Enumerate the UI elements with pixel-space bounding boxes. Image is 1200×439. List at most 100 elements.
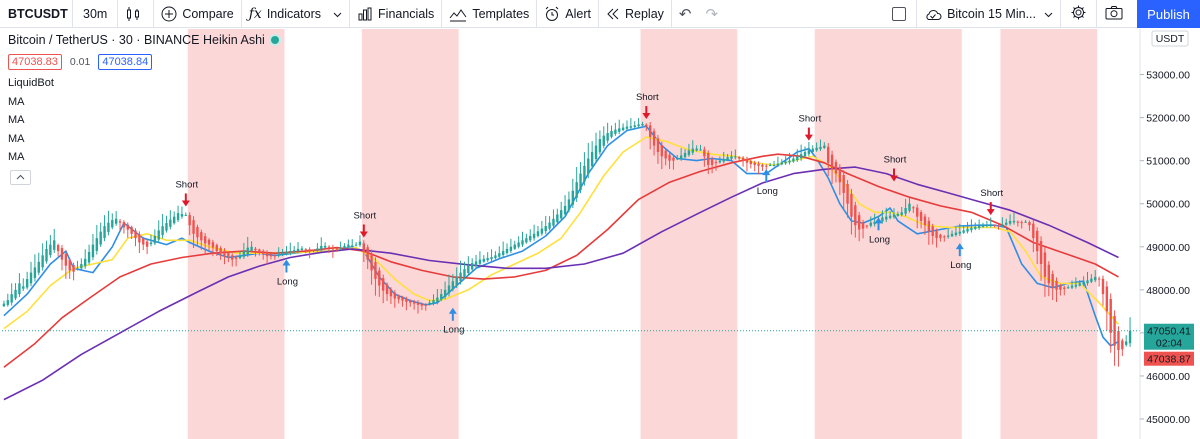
signal-long[interactable]: Long: [277, 259, 298, 288]
toolbar-divider: [916, 0, 918, 28]
symbol-search[interactable]: BTCUSDT: [8, 6, 68, 21]
candle-body: [91, 244, 95, 258]
candle-body: [672, 157, 675, 161]
short-label: Short: [353, 210, 376, 221]
signal-long[interactable]: Long: [443, 307, 464, 336]
candle-body: [993, 225, 996, 227]
candle-body: [664, 150, 667, 159]
candle-body: [409, 300, 412, 303]
square-icon: [892, 7, 907, 21]
alert-button[interactable]: Alert: [537, 0, 598, 28]
indicators-button[interactable]: ƒx Indicators: [242, 0, 349, 28]
indicator-ma-3[interactable]: MA: [8, 132, 25, 145]
candle-body: [962, 230, 965, 233]
candle-body: [432, 300, 435, 304]
candle-body: [885, 216, 888, 220]
candle-body: [641, 124, 644, 126]
candle-body: [242, 251, 246, 257]
price-chart[interactable]: Short Long Short Long Short Long Short Long Shor…: [0, 29, 1200, 439]
gear-icon: [1070, 4, 1087, 24]
candle-body: [486, 257, 489, 261]
candle-body: [49, 244, 52, 256]
currency-box: [1151, 30, 1189, 47]
indicator-liquidbot[interactable]: LiquidBot: [8, 77, 54, 89]
candle-body: [153, 236, 157, 244]
candle-body: [196, 227, 199, 238]
candle-body: [1121, 340, 1124, 350]
candle-body: [633, 125, 636, 127]
candle-body: [888, 215, 892, 219]
series-title[interactable]: Bitcoin / TetherUS · 30 · BINANCE Heikin…: [8, 33, 279, 47]
candle-body: [734, 156, 737, 158]
snapshot-button[interactable]: [1097, 0, 1131, 28]
settings-button[interactable]: [1061, 0, 1096, 28]
signal-short[interactable]: Short: [175, 179, 199, 207]
signal-long[interactable]: Long: [757, 169, 778, 197]
short-label: Short: [175, 179, 198, 190]
candlestick-icon: [125, 6, 141, 22]
signal-short[interactable]: Short: [353, 210, 377, 238]
candle-body: [501, 251, 505, 255]
templates-button[interactable]: Templates: [442, 0, 536, 28]
candle-body: [474, 261, 478, 267]
candle-body: [443, 289, 447, 297]
candle-body: [939, 234, 942, 239]
chart-type-button[interactable]: [118, 0, 153, 28]
candle-body: [683, 152, 687, 158]
candle-body: [896, 214, 900, 216]
candle-body: [854, 205, 857, 226]
chevron-down-icon[interactable]: [333, 7, 342, 21]
candle-body: [1124, 341, 1128, 345]
collapse-legend-button[interactable]: [10, 170, 31, 185]
signal-long[interactable]: Long: [950, 243, 971, 271]
signal-short[interactable]: Short: [799, 114, 822, 141]
candle-body: [904, 208, 907, 214]
candle-body: [761, 164, 764, 167]
sell-price-button[interactable]: 47038.83: [8, 54, 62, 70]
candle-body: [215, 244, 218, 252]
candle-body: [292, 250, 296, 252]
fullscreen-select-button[interactable]: [882, 0, 916, 28]
toolbar-divider: [117, 0, 119, 28]
shaded-session-1: [361, 29, 459, 439]
series-title-text: Bitcoin / TetherUS · 30 · BINANCE Heikin…: [8, 33, 265, 47]
redo-icon[interactable]: ↷: [705, 5, 719, 23]
publish-button[interactable]: Publish: [1137, 0, 1200, 28]
candle-body: [927, 220, 931, 232]
candle-body: [788, 160, 791, 163]
financials-label: Financials: [378, 6, 435, 21]
candle-body: [440, 294, 443, 300]
compare-button[interactable]: Compare: [154, 0, 240, 28]
signal-short[interactable]: Short: [884, 154, 907, 182]
indicator-ma-4[interactable]: MA: [8, 151, 25, 163]
shaded-session-0: [187, 29, 285, 439]
plus-circle-icon: [161, 6, 177, 22]
buy-price-button[interactable]: 47038.84: [98, 54, 153, 70]
layout-selector[interactable]: Bitcoin 15 Min...: [917, 0, 1060, 28]
candle-body: [954, 232, 958, 236]
templates-label: Templates: [472, 6, 530, 21]
price-axis[interactable]: USDT45000.0046000.0047000.0048000.004900…: [1139, 29, 1200, 439]
interval-selector[interactable]: 30m: [83, 6, 108, 21]
chevron-down-icon[interactable]: [1044, 7, 1053, 21]
candle-body: [312, 250, 315, 252]
candle-body: [629, 126, 633, 128]
candle-body: [45, 248, 48, 262]
candle-body: [645, 124, 648, 127]
last-price-text: 47050.41: [1147, 326, 1191, 338]
replay-button[interactable]: Replay: [599, 0, 671, 28]
candle-body: [107, 222, 110, 233]
financials-button[interactable]: Financials: [350, 0, 441, 28]
candle-body: [219, 247, 222, 254]
candle-body: [385, 284, 389, 295]
indicator-ma-2[interactable]: MA: [8, 114, 25, 126]
signal-long[interactable]: Long: [869, 217, 890, 245]
indicator-ma-1[interactable]: MA: [8, 95, 25, 108]
indicators-label: Indicators: [266, 6, 322, 21]
currency-label: USDT: [1156, 33, 1185, 45]
undo-icon[interactable]: ↶: [678, 5, 692, 23]
candle-body: [1008, 220, 1012, 224]
signal-short[interactable]: Short: [980, 188, 1003, 216]
candle-body: [625, 126, 629, 129]
signal-short[interactable]: Short: [636, 92, 659, 120]
